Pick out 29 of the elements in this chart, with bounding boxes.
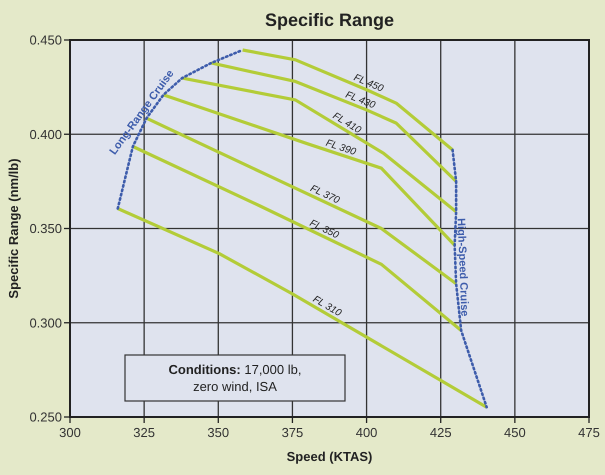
conditions-box: Conditions: 17,000 lb, zero wind, ISA [124, 354, 346, 402]
y-tick-label: 0.450 [29, 32, 62, 48]
text: FL 370 [308, 183, 342, 206]
x-tick-label: 375 [282, 425, 304, 440]
y-tick-label: 0.250 [29, 410, 62, 424]
y-tick-label: 0.300 [29, 315, 62, 330]
text: FL 350 [308, 218, 341, 242]
y-tick-label: 0.400 [29, 126, 62, 142]
y-axis-title: Specific Range (nm/lb) [6, 158, 21, 299]
x-tick-label: 450 [504, 425, 526, 440]
text: FL 430 [344, 90, 377, 112]
annotation: Conditions: 17,000 lb, zero wind, ISA [168, 362, 302, 394]
text: FL 410 [330, 110, 364, 136]
x-axis-title: Speed (KTAS) [286, 449, 372, 464]
x-tick-label: 325 [133, 425, 155, 440]
x-tick-label: 425 [430, 425, 452, 440]
x-tick-label: 350 [207, 425, 230, 440]
x-tick-label: 400 [356, 425, 378, 440]
text: High-Speed Cruise [454, 218, 470, 317]
x-tick-label: 300 [59, 425, 81, 440]
line-series [210, 61, 458, 183]
x-tick-label: 475 [578, 425, 600, 440]
line-series [451, 148, 488, 408]
text: FL 310 [310, 294, 344, 320]
line-series [116, 206, 488, 409]
line-series [180, 76, 458, 214]
text: FL 390 [324, 138, 358, 158]
y-tick-label: 0.350 [29, 221, 62, 236]
chart-title: Specific Range [264, 10, 394, 30]
